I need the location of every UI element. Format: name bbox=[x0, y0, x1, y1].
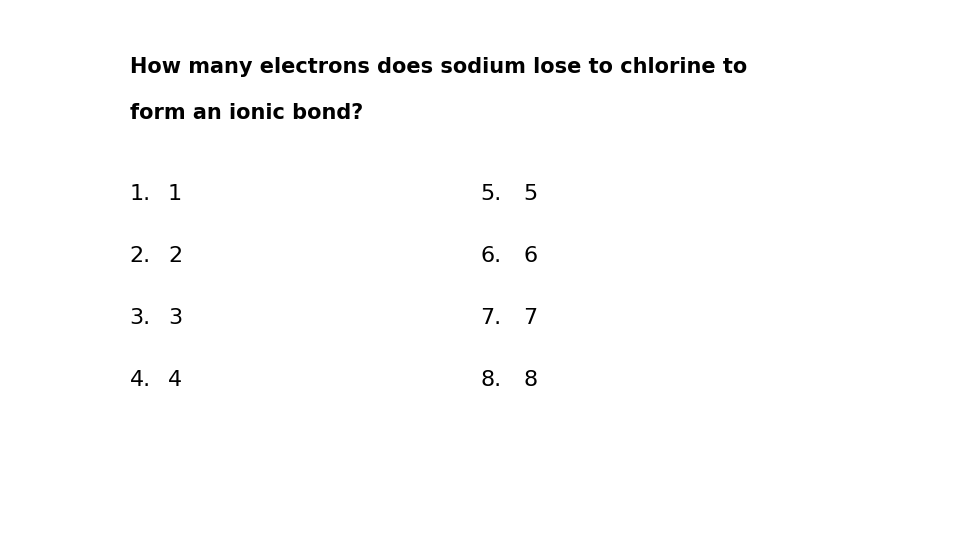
Text: 4.: 4. bbox=[130, 370, 151, 390]
Text: 8: 8 bbox=[523, 370, 538, 390]
Text: 3.: 3. bbox=[130, 308, 151, 328]
Text: form an ionic bond?: form an ionic bond? bbox=[130, 103, 363, 123]
Text: 5.: 5. bbox=[480, 184, 501, 204]
Text: 3: 3 bbox=[168, 308, 182, 328]
Text: How many electrons does sodium lose to chlorine to: How many electrons does sodium lose to c… bbox=[130, 57, 747, 77]
Text: 7: 7 bbox=[523, 308, 538, 328]
Text: 5: 5 bbox=[523, 184, 538, 204]
Text: 1.: 1. bbox=[130, 184, 151, 204]
Text: 2: 2 bbox=[168, 246, 182, 266]
Text: 1: 1 bbox=[168, 184, 182, 204]
Text: 6: 6 bbox=[523, 246, 538, 266]
Text: 4: 4 bbox=[168, 370, 182, 390]
Text: 2.: 2. bbox=[130, 246, 151, 266]
Text: 8.: 8. bbox=[480, 370, 501, 390]
Text: 6.: 6. bbox=[480, 246, 501, 266]
Text: 7.: 7. bbox=[480, 308, 501, 328]
